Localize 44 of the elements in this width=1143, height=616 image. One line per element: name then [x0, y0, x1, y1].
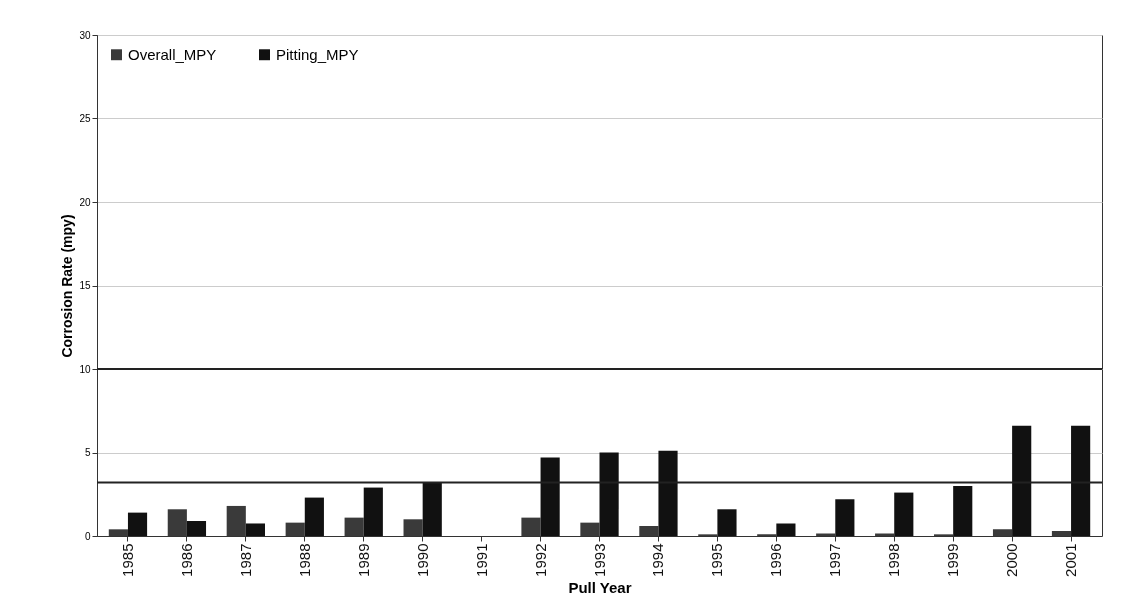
y-tick-label: 10	[79, 363, 91, 375]
y-tick-label: 20	[79, 196, 91, 208]
bar	[363, 487, 383, 536]
bar	[658, 450, 678, 536]
bar	[540, 457, 560, 536]
y-tick-label: 15	[79, 280, 91, 291]
bar	[127, 512, 148, 536]
bar	[717, 509, 737, 536]
x-tick-label: 1995	[708, 543, 726, 577]
x-tick-label: 1993	[590, 543, 608, 577]
x-tick-label: 1989	[354, 543, 372, 577]
bar	[186, 520, 207, 536]
x-tick-label: 1992	[531, 543, 549, 577]
x-axis-title: Pull Year	[568, 578, 632, 596]
x-tick-label: 1991	[472, 543, 490, 577]
y-tick-label: 5	[84, 447, 91, 458]
x-tick-label: 1987	[236, 543, 254, 577]
bar	[894, 492, 914, 536]
legend-label: Pitting_MPY	[276, 45, 359, 63]
x-tick-label: 1998	[885, 543, 903, 577]
y-tick-label: 25	[79, 113, 91, 124]
bar	[835, 499, 855, 536]
x-tick-label: 1985	[118, 543, 136, 577]
bar	[304, 497, 324, 536]
x-tick-label: 1997	[826, 543, 844, 577]
bar	[422, 482, 442, 536]
x-tick-label: 1986	[177, 543, 195, 577]
y-tick-label: 0	[84, 530, 91, 542]
bar	[599, 452, 619, 536]
x-tick-label: 1996	[767, 543, 785, 577]
legend-label: Overall_MPY	[128, 45, 217, 63]
x-tick-label: 1999	[944, 543, 962, 577]
x-tick-label: 1994	[649, 543, 667, 577]
x-tick-label: 1990	[413, 543, 431, 577]
bar	[1071, 425, 1091, 536]
bar	[776, 523, 796, 536]
y-axis-title: Corrosion Rate (mpy)	[59, 214, 76, 358]
x-tick-label: 1988	[295, 543, 313, 577]
y-tick-label: 30	[79, 29, 91, 41]
x-tick-label: 2001	[1062, 543, 1080, 577]
x-tick-label: 2000	[1003, 543, 1021, 577]
bar	[953, 485, 973, 536]
bar	[1012, 425, 1032, 536]
bar	[245, 523, 265, 536]
